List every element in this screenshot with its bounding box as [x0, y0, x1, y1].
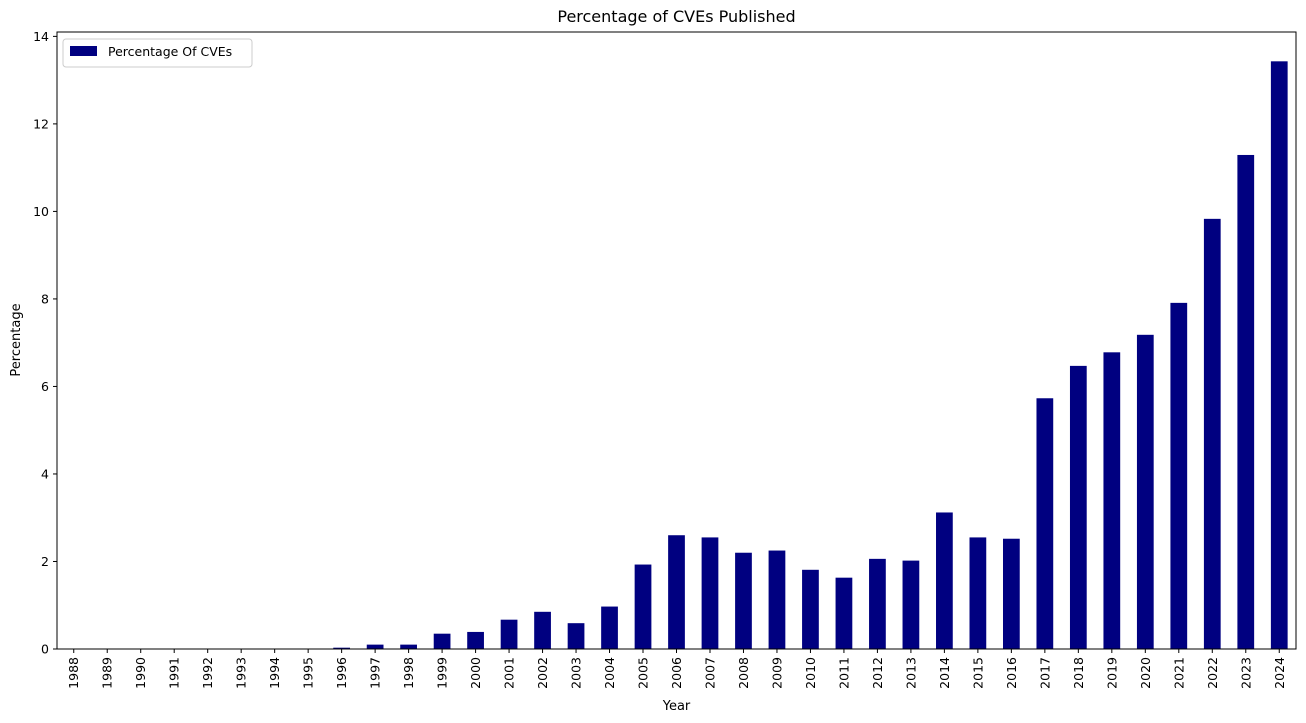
x-tick-label: 2018: [1071, 657, 1086, 689]
x-tick-label: 2023: [1238, 657, 1253, 689]
bar-2000: [467, 631, 484, 649]
bar-2001: [500, 619, 518, 649]
y-tick-label: 8: [41, 291, 49, 306]
bar-2003: [567, 623, 585, 649]
bar-2006: [668, 535, 685, 649]
x-tick-label: 2019: [1104, 657, 1119, 689]
x-tick-label: 2022: [1205, 657, 1220, 689]
chart-title: Percentage of CVEs Published: [557, 7, 795, 26]
bar-1997: [366, 644, 384, 649]
x-tick-label: 2002: [535, 657, 550, 689]
x-tick-label: 1999: [435, 657, 450, 689]
x-tick-label: 1994: [267, 657, 282, 689]
bar-2002: [534, 611, 551, 649]
bar-2021: [1170, 302, 1188, 649]
x-tick-label: 1995: [301, 657, 316, 689]
x-tick-label: 1990: [133, 657, 148, 689]
x-axis-label: Year: [662, 699, 691, 714]
x-tick-label: 1988: [66, 657, 81, 689]
x-tick-label: 2024: [1272, 657, 1287, 689]
bar-2007: [701, 537, 719, 649]
bar-2024: [1270, 61, 1288, 650]
legend: Percentage Of CVEs: [62, 38, 253, 68]
y-tick-label: 10: [33, 204, 49, 219]
x-tick-label: 2015: [970, 657, 985, 689]
x-tick-label: 2006: [669, 657, 684, 689]
x-tick-label: 2004: [602, 657, 617, 689]
y-tick-label: 0: [41, 642, 49, 657]
legend-frame: [62, 38, 253, 68]
plot-frame: [56, 31, 1297, 650]
y-tick-label: 14: [33, 29, 49, 44]
bar-2017: [1036, 398, 1054, 649]
bar-2019: [1103, 352, 1121, 649]
x-axis: 1988 1989 1990 1991 1992 1993 1994 1995 1996 1997…: [66, 649, 1287, 689]
x-tick-label: 2010: [803, 657, 818, 689]
x-tick-label: 2009: [769, 657, 784, 689]
legend-swatch: [70, 46, 97, 56]
y-axis-label: Percentage: [9, 303, 24, 376]
x-tick-label: 2020: [1138, 657, 1153, 689]
y-tick-label: 6: [41, 379, 49, 394]
x-tick-label: 2003: [569, 657, 584, 689]
bar-2010: [802, 569, 819, 649]
x-tick-label: 2011: [836, 657, 851, 689]
bar-1999: [433, 633, 451, 649]
bar-2020: [1136, 334, 1154, 649]
x-tick-label: 2007: [702, 657, 717, 689]
x-tick-label: 1993: [234, 657, 249, 689]
x-tick-label: 1997: [368, 657, 383, 689]
y-tick-label: 4: [41, 466, 49, 481]
x-tick-label: 2008: [736, 657, 751, 689]
x-tick-label: 2005: [636, 657, 651, 689]
legend-label: Percentage Of CVEs: [108, 44, 232, 59]
bar-2008: [735, 552, 752, 649]
bar-2011: [835, 577, 853, 649]
x-tick-label: 2021: [1171, 657, 1186, 689]
bar-2015: [969, 537, 987, 649]
bar-2022: [1203, 218, 1221, 650]
x-tick-label: 2017: [1037, 657, 1052, 689]
x-tick-label: 2016: [1004, 657, 1019, 689]
x-tick-label: 2001: [502, 657, 517, 689]
bar-2014: [936, 512, 953, 649]
bar-2023: [1237, 154, 1255, 650]
bar-2005: [634, 564, 652, 649]
bar-2012: [869, 558, 886, 649]
bars-layer: [65, 61, 1288, 650]
x-tick-label: 1989: [100, 657, 115, 689]
y-tick-label: 2: [41, 554, 49, 569]
bar-2018: [1069, 365, 1087, 649]
bar-1996: [333, 647, 351, 649]
y-axis: 0 2 4 6 8 10 12 14: [33, 29, 57, 657]
x-tick-label: 1991: [167, 657, 182, 689]
x-tick-label: 1996: [334, 657, 349, 689]
x-tick-label: 2012: [870, 657, 885, 689]
bar-2009: [768, 550, 786, 649]
bar-2016: [1002, 538, 1020, 649]
bar-1998: [400, 644, 417, 649]
x-tick-label: 2014: [937, 657, 952, 689]
x-tick-label: 1998: [401, 657, 416, 689]
x-tick-label: 1992: [200, 657, 215, 689]
y-tick-label: 12: [33, 116, 49, 131]
bar-2004: [601, 606, 618, 649]
bar-2013: [902, 560, 920, 649]
x-tick-label: 2013: [903, 657, 918, 689]
x-tick-label: 2000: [468, 657, 483, 689]
